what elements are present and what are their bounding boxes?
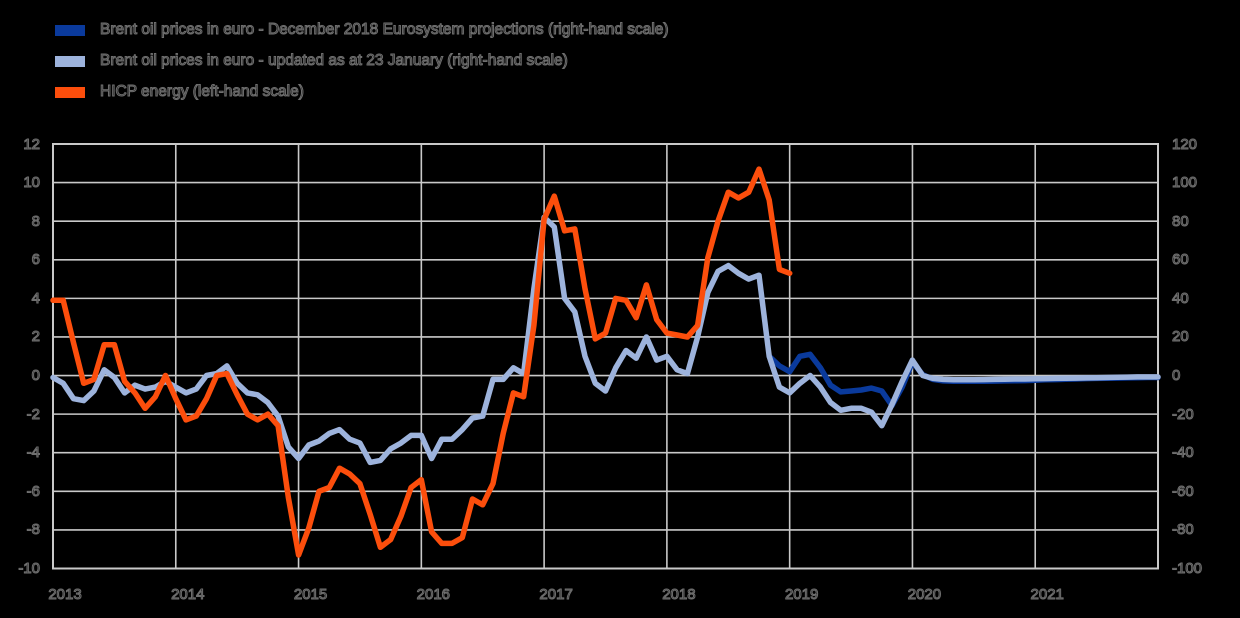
x-axis-tick-label-year: 2020 — [907, 586, 942, 604]
legend-label: Brent oil prices in euro - updated as at… — [100, 52, 569, 70]
legend-label: Brent oil prices in euro - December 2018… — [100, 21, 670, 39]
y-axis-tick-label-right: 80 — [1172, 212, 1190, 230]
plot-frame — [52, 143, 1159, 570]
x-axis-tick-label-year: 2019 — [784, 586, 819, 604]
x-axis-tick-label-year: 2014 — [171, 586, 205, 604]
y-axis-tick-label-left: -4 — [26, 444, 40, 462]
y-axis-tick-label-right: 100 — [1172, 174, 1198, 192]
legend-label: HICP energy (left-hand scale) — [100, 83, 305, 101]
y-axis-tick-label-left: 12 — [23, 135, 41, 153]
y-axis-tick-label-right: -60 — [1172, 482, 1195, 500]
y-axis-tick-label-left: -6 — [26, 482, 40, 500]
x-axis-tick-label-year: 2013 — [48, 586, 82, 604]
legend-swatch-orange — [55, 86, 85, 98]
x-axis-tick-label-year: 2015 — [293, 586, 328, 604]
y-axis-tick-label-left: 10 — [23, 174, 41, 192]
legend-swatch-dark-blue — [55, 24, 85, 36]
x-axis-tick-label-year: 2017 — [539, 586, 573, 604]
chart-legend: Brent oil prices in euro - December 2018… — [55, 21, 670, 115]
y-axis-tick-label-right: 0 — [1172, 367, 1181, 385]
y-axis-tick-label-right: -40 — [1172, 444, 1195, 462]
y-axis-tick-label-right: -100 — [1172, 560, 1203, 578]
y-axis-tick-label-right: -20 — [1172, 405, 1195, 423]
y-axis-tick-label-left: 6 — [31, 251, 40, 269]
series-line-brent-updated-23jan — [50, 214, 1161, 466]
legend-item-hicp-energy: HICP energy (left-hand scale) — [55, 83, 669, 101]
y-axis-tick-label-left: 2 — [31, 328, 40, 346]
y-axis-tick-label-left: -2 — [26, 405, 40, 423]
y-axis-tick-label-left: -8 — [26, 521, 40, 539]
legend-swatch-light-blue — [55, 55, 85, 67]
y-axis-tick-label-right: 20 — [1172, 328, 1190, 346]
y-axis-tick-label-right: 120 — [1172, 135, 1198, 153]
y-axis-tick-label-right: 60 — [1172, 251, 1190, 269]
x-axis-tick-label-year: 2016 — [416, 586, 451, 604]
y-axis-tick-label-left: 4 — [31, 289, 40, 307]
y-axis-tick-label-left: 8 — [31, 212, 40, 230]
y-axis-tick-label-left: -10 — [18, 560, 41, 578]
legend-item-brent-updated-23jan: Brent oil prices in euro - updated as at… — [55, 52, 669, 70]
x-axis-tick-label-year: 2021 — [1030, 586, 1064, 604]
series-line-hicp-energy — [50, 166, 793, 558]
y-axis-tick-label-left: 0 — [31, 367, 40, 385]
y-axis-tick-label-right: -80 — [1172, 521, 1195, 539]
legend-item-brent-dec2018-projections: Brent oil prices in euro - December 2018… — [55, 21, 670, 39]
y-axis-tick-label-right: 40 — [1172, 289, 1190, 307]
x-axis-tick-label-year: 2018 — [662, 586, 696, 604]
